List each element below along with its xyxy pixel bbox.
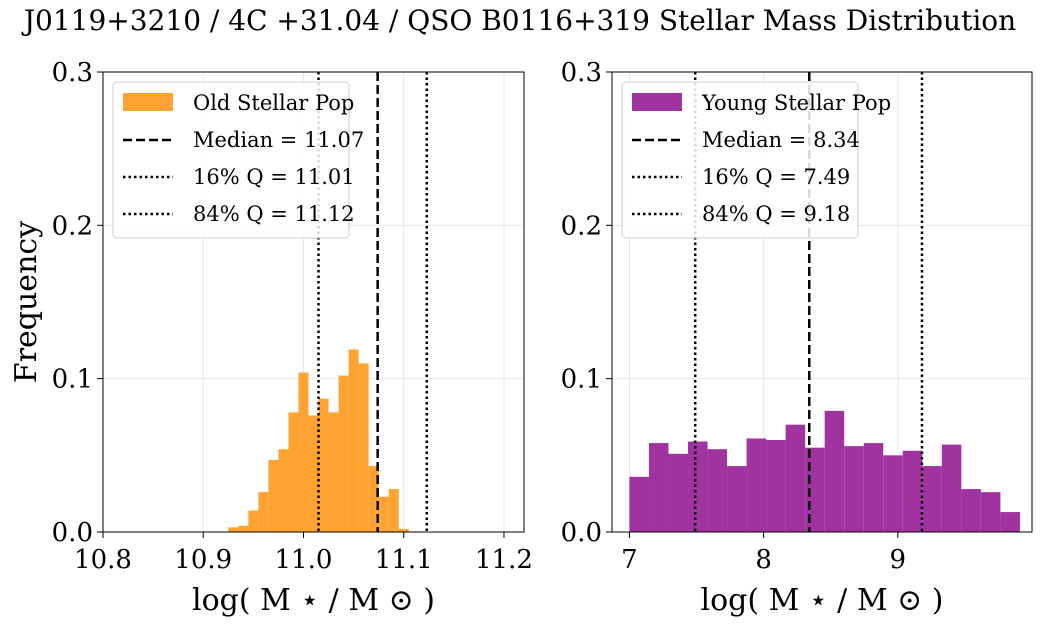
chart-1-bar bbox=[348, 349, 359, 532]
chart-2-x-axis-label: log( M ⋆ / M ⊙ ) bbox=[701, 583, 944, 618]
chart-2-bar bbox=[727, 466, 747, 532]
chart-2-bar bbox=[746, 438, 767, 532]
chart-1-bar bbox=[298, 372, 309, 532]
chart-1-bar bbox=[258, 492, 269, 532]
chart-2-legend-label: 84% Q = 9.18 bbox=[702, 202, 850, 226]
chart-2-legend-label: Young Stellar Pop bbox=[701, 91, 891, 115]
chart-2-bar bbox=[668, 453, 689, 532]
chart-1-x-tick-label: 10.9 bbox=[174, 545, 232, 575]
chart-2-bar bbox=[629, 476, 649, 532]
chart-2-bar bbox=[1000, 512, 1020, 532]
chart-1-y-tick-label: 0.3 bbox=[52, 58, 93, 88]
chart-2-y-tick-label: 0.0 bbox=[561, 518, 602, 548]
chart-1-y-tick-label: 0.0 bbox=[52, 518, 93, 548]
chart-1-x-axis-label: log( M ⋆ / M ⊙ ) bbox=[192, 583, 435, 618]
chart-1-x-tick-label: 11.0 bbox=[275, 545, 333, 575]
chart-1-bar bbox=[248, 510, 259, 532]
chart-2-x-tick-label: 7 bbox=[621, 545, 638, 575]
chart-1-legend-label: 84% Q = 11.12 bbox=[193, 202, 355, 226]
chart-1-legend bbox=[112, 81, 350, 239]
chart-1-bar bbox=[238, 525, 249, 532]
chart-2-bar bbox=[824, 410, 845, 532]
chart-2-bar bbox=[941, 444, 962, 532]
chart-1-bar bbox=[318, 398, 329, 532]
chart-2-group: 7 8 9 0.0 0.1 0.2 0.3 log( M ⋆ / M ⊙ ) Young Ste… bbox=[561, 58, 1033, 618]
chart-1-bar bbox=[268, 459, 279, 532]
chart-1-x-tick-label: 11.1 bbox=[375, 545, 433, 575]
chart-1-y-axis-label: Frequency bbox=[9, 221, 44, 383]
chart-2-bar bbox=[961, 489, 981, 532]
chart-1-legend-label: Old Stellar Pop bbox=[193, 91, 354, 115]
chart-2-bar bbox=[922, 466, 942, 532]
chart-1-bar bbox=[328, 412, 339, 532]
chart-1-bar bbox=[278, 449, 289, 532]
chart-1-y-tick-label: 0.2 bbox=[52, 211, 93, 241]
chart-2-y-tick-label: 0.1 bbox=[561, 365, 602, 395]
chart-2-bar bbox=[785, 424, 806, 532]
chart-2-bar bbox=[648, 443, 669, 532]
chart-2-y-tick-label: 0.2 bbox=[561, 211, 602, 241]
chart-2-bar bbox=[863, 443, 884, 532]
chart-1-legend-swatch bbox=[123, 93, 173, 111]
chart-2-bar bbox=[980, 492, 1001, 532]
chart-2-y-tick-label: 0.3 bbox=[561, 58, 602, 88]
chart-1-bar bbox=[378, 496, 389, 532]
chart-2-bar bbox=[883, 455, 903, 532]
chart-2-legend-label: Median = 8.34 bbox=[702, 128, 860, 152]
chart-1-y-tick-label: 0.1 bbox=[52, 365, 93, 395]
chart-1-bar bbox=[358, 363, 369, 532]
chart-2-bar bbox=[902, 450, 923, 532]
chart-2-legend-swatch bbox=[632, 93, 682, 111]
chart-2-x-tick-label: 9 bbox=[890, 545, 907, 575]
chart-2-legend-label: 16% Q = 7.49 bbox=[702, 165, 850, 189]
chart-2-legend bbox=[621, 81, 859, 239]
chart-1-bar bbox=[308, 415, 319, 532]
chart-2-x-tick-label: 8 bbox=[755, 545, 772, 575]
chart-1-bar bbox=[228, 527, 239, 532]
chart-1-bar bbox=[368, 466, 379, 532]
chart-1-x-tick-label: 10.8 bbox=[74, 545, 132, 575]
chart-2-bar bbox=[688, 441, 708, 532]
chart-1-frame bbox=[102, 71, 525, 533]
chart-1-bar bbox=[288, 412, 299, 532]
figure-title: J0119+3210 / 4C +31.04 / QSO B0116+319 S… bbox=[23, 4, 1017, 37]
chart-1-bar bbox=[398, 528, 409, 532]
chart-2-bar bbox=[766, 440, 786, 532]
chart-1-legend-label: 16% Q = 11.01 bbox=[193, 165, 355, 189]
chart-1-bar bbox=[388, 489, 399, 532]
chart-2-frame bbox=[611, 71, 1033, 533]
chart-1-group: 10.8 10.9 11.0 11.1 11.2 0.0 0.1 0.2 0.3 log( M ⋆… bbox=[9, 58, 533, 618]
chart-1-bar bbox=[338, 375, 349, 532]
chart-2-bar bbox=[707, 449, 728, 532]
chart-1-legend-label: Median = 11.07 bbox=[193, 128, 364, 152]
chart-2-bar bbox=[844, 446, 864, 532]
chart-1-x-tick-label: 11.2 bbox=[475, 545, 533, 575]
